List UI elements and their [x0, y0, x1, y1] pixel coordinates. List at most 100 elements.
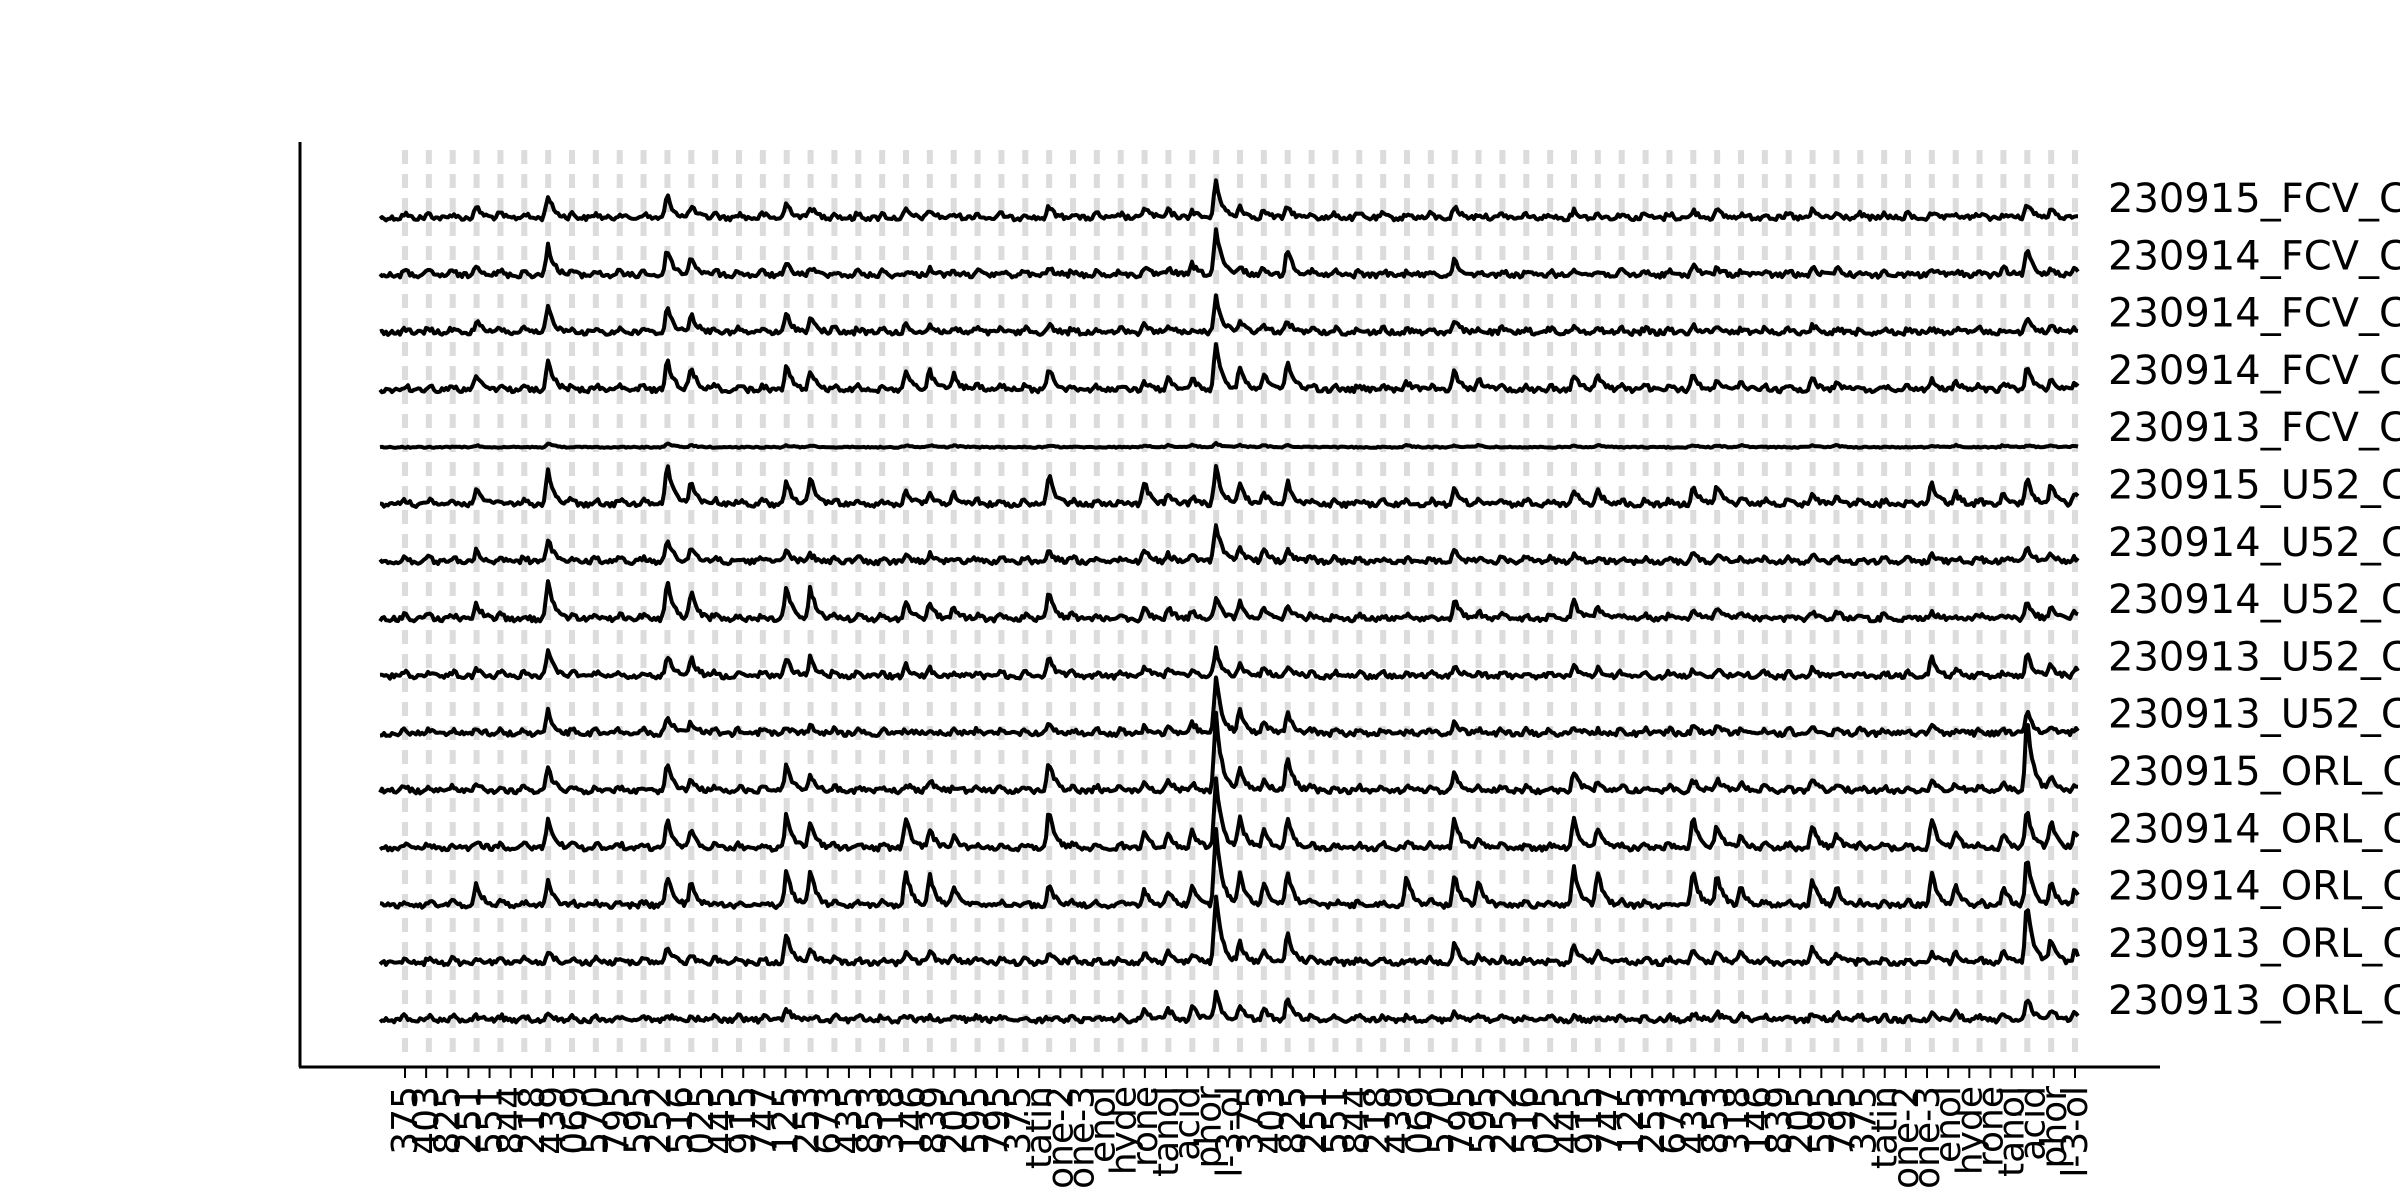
x-tick-label: 218: [1357, 1086, 1398, 1155]
x-tick-label: 516: [660, 1086, 701, 1155]
trace-label: 230913_U52_C: [2108, 692, 2400, 738]
x-tick-label: acid: [1167, 1086, 1208, 1161]
x-tick-label: 069: [1400, 1086, 1441, 1155]
x-tick-label: 795: [1822, 1086, 1863, 1155]
x-ticks: 3754038252515518442184390695707955952525…: [385, 1068, 2096, 1189]
trace-label: 230913_FCV_C: [2108, 405, 2400, 451]
trace-label: 230913_ORL_C: [2108, 978, 2400, 1024]
trace-line: [378, 710, 2079, 796]
x-tick-label: tanol: [1992, 1086, 2033, 1177]
x-tick-label: 403: [1252, 1086, 1293, 1155]
trace-line: [378, 776, 2080, 853]
x-tick-label: 218: [512, 1086, 553, 1155]
x-tick-label: one-2: [1040, 1086, 1081, 1189]
x-tick-label: 595: [956, 1086, 997, 1155]
trace-labels: 230915_FCV_C 230914_FCV_C 230914_FCV_C 2309…: [2108, 176, 2400, 1024]
x-tick-label: 795: [1442, 1086, 1483, 1155]
x-tick-label: 825: [1273, 1086, 1314, 1155]
x-tick-label: 318: [871, 1086, 912, 1155]
x-tick-label: 375: [1231, 1086, 1272, 1155]
x-tick-label: 125: [766, 1086, 807, 1155]
trace-label: 230914_ORL_C: [2108, 806, 2400, 852]
trace-line: [378, 178, 2078, 223]
x-tick-label: 673: [808, 1086, 849, 1155]
x-tick-label: 853: [1696, 1086, 1737, 1155]
x-tick-label: 403: [406, 1086, 447, 1155]
x-tick-label: 844: [491, 1086, 532, 1155]
x-tick-label: one-2: [1886, 1086, 1927, 1189]
x-tick-label: 375: [998, 1086, 1039, 1155]
trace-line: [378, 523, 2080, 567]
trace-line: [379, 827, 2080, 910]
x-tick-label: 146: [1738, 1086, 1779, 1155]
x-tick-label: 445: [702, 1086, 743, 1155]
x-tick-label: hyde: [1949, 1086, 1990, 1175]
x-tick-label: 375: [1844, 1086, 1885, 1155]
x-tick-label: enol: [1083, 1086, 1124, 1163]
trace-label: 230914_U52_C: [2108, 577, 2400, 623]
trace-line: [378, 989, 2080, 1025]
x-tick-label: 747: [744, 1086, 785, 1155]
trace-line: [379, 675, 2080, 739]
x-tick-label: 516: [1505, 1086, 1546, 1155]
x-tick-label: 445: [1548, 1086, 1589, 1155]
trace-line: [379, 441, 2079, 450]
x-tick-label: 251: [448, 1086, 489, 1155]
x-tick-label: 839: [913, 1086, 954, 1155]
x-tick-label: 205: [935, 1086, 976, 1155]
x-tick-label: 253: [787, 1086, 828, 1155]
x-tick-label: 844: [1336, 1086, 1377, 1155]
x-tick-label: 146: [892, 1086, 933, 1155]
x-tick-label: hyde: [1104, 1086, 1145, 1175]
x-tick-label: l-3-ol: [1209, 1086, 1250, 1178]
x-tick-label: acid: [2013, 1086, 2054, 1161]
trace-line: [379, 645, 2080, 681]
x-tick-label: 570: [575, 1086, 616, 1155]
trace-line: [378, 227, 2080, 280]
x-tick-label: phor: [2034, 1086, 2075, 1169]
x-tick-label: 839: [1759, 1086, 1800, 1155]
x-tick-label: 795: [977, 1086, 1018, 1155]
trace-label: 230915_ORL_C: [2108, 749, 2400, 795]
x-tick-label: 025: [681, 1086, 722, 1155]
trace-label: 230915_FCV_C: [2108, 176, 2400, 222]
x-tick-label: 595: [1463, 1086, 1504, 1155]
axes: [298, 142, 2160, 1069]
trace-label: 230914_FCV_C: [2108, 233, 2400, 279]
x-tick-label: 595: [1801, 1086, 1842, 1155]
x-tick-label: 435: [1674, 1086, 1715, 1155]
traces: [378, 178, 2080, 1025]
trace-label: 230913_ORL_C: [2108, 921, 2400, 967]
x-tick-label: 435: [829, 1086, 870, 1155]
x-tick-label: phor: [1188, 1086, 1229, 1169]
trace-label: 230914_FCV_C: [2108, 348, 2400, 394]
trace-label: 230913_U52_C: [2108, 634, 2400, 680]
trace-label: 230914_ORL_C: [2108, 864, 2400, 910]
x-tick-label: 915: [1569, 1086, 1610, 1155]
x-tick-label: tatin: [1865, 1086, 1906, 1169]
x-tick-label: one-3: [1907, 1086, 1948, 1189]
trace-line: [379, 293, 2079, 337]
x-tick-label: 439: [1379, 1086, 1420, 1155]
x-tick-label: 318: [1717, 1086, 1758, 1155]
x-tick-label: 069: [554, 1086, 595, 1155]
x-tick-label: 673: [1653, 1086, 1694, 1155]
x-tick-label: l-3-ol: [2055, 1086, 2096, 1178]
trace-label: 230914_U52_C: [2108, 520, 2400, 566]
x-tick-label: rone: [1125, 1086, 1166, 1167]
x-tick-label: 439: [533, 1086, 574, 1155]
x-tick-label: 825: [427, 1086, 468, 1155]
x-tick-label: 125: [1611, 1086, 1652, 1155]
x-tick-label: 251: [1294, 1086, 1335, 1155]
trace-line: [378, 342, 2080, 395]
x-tick-label: 915: [723, 1086, 764, 1155]
x-tick-label: 570: [1421, 1086, 1462, 1155]
x-tick-label: 551: [470, 1086, 511, 1155]
x-tick-label: tatin: [1019, 1086, 1060, 1169]
x-tick-label: 853: [850, 1086, 891, 1155]
x-tick-label: 252: [639, 1086, 680, 1155]
trace-label: 230914_FCV_C: [2108, 291, 2400, 337]
x-tick-label: 205: [1780, 1086, 1821, 1155]
marker-bands: [402, 150, 2078, 1060]
